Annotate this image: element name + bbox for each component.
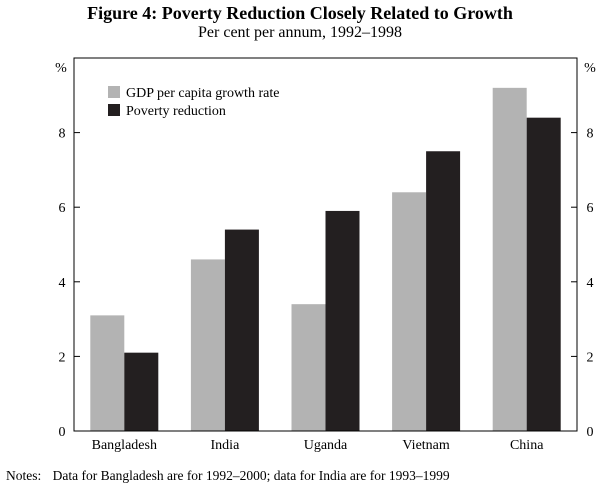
bar-india-gdp-growth: [190, 259, 225, 431]
x-tick-label-india: India: [211, 438, 241, 453]
chart-title: Figure 4: Poverty Reduction Closely Rela…: [87, 3, 513, 23]
legend: GDP per capita growth rate Poverty reduct…: [108, 86, 279, 119]
legend-swatch-gdp-growth: [108, 86, 120, 98]
y-tick-label-left-2: 2: [59, 350, 66, 365]
bar-vietnam-gdp-growth: [392, 192, 427, 431]
notes-text: Data for Bangladesh are for 1992–2000; d…: [52, 468, 450, 483]
y-axis-unit-left: %: [55, 61, 67, 76]
plot-frame: [73, 57, 578, 432]
bars-group: [90, 87, 561, 432]
bar-india-poverty-reduction: [224, 229, 259, 431]
y-tick-label-left-4: 4: [59, 276, 66, 291]
x-tick-label-china: China: [510, 438, 544, 453]
bar-china-gdp-growth: [492, 87, 527, 431]
y-tick-label-right-8: 8: [587, 127, 594, 142]
x-tick-label-uganda: Uganda: [304, 438, 348, 453]
bar-bangladesh-gdp-growth: [90, 315, 125, 431]
bar-china-poverty-reduction: [526, 117, 561, 432]
y-axis-unit-right: %: [584, 61, 596, 76]
bar-uganda-gdp-growth: [291, 304, 326, 431]
bar-uganda-poverty-reduction: [325, 210, 360, 431]
x-tick-label-bangladesh: Bangladesh: [92, 438, 157, 453]
y-tick-label-right-4: 4: [587, 276, 594, 291]
y-tick-label-right-2: 2: [587, 350, 594, 365]
notes-label: Notes:: [6, 468, 42, 483]
legend-swatch-poverty-reduction: [108, 104, 120, 116]
y-tick-label-right-0: 0: [587, 425, 594, 440]
bar-bangladesh-poverty-reduction: [124, 352, 159, 431]
y-tick-label-left-6: 6: [59, 201, 66, 216]
y-tick-label-left-8: 8: [59, 127, 66, 142]
chart-subtitle: Per cent per annum, 1992–1998: [198, 24, 402, 41]
y-tick-label-left-0: 0: [59, 425, 66, 440]
y-tick-label-right-6: 6: [587, 201, 594, 216]
bar-vietnam-poverty-reduction: [426, 151, 461, 431]
axis-ticks: Bangladesh India Uganda Vietnam China 0 0 2 2 4 4 6…: [59, 127, 594, 453]
x-tick-label-vietnam: Vietnam: [402, 438, 449, 453]
notes: Notes: Data for Bangladesh are for 1992–…: [6, 468, 450, 484]
legend-label-gdp-growth: GDP per capita growth rate: [126, 86, 279, 101]
legend-label-poverty-reduction: Poverty reduction: [126, 104, 226, 119]
